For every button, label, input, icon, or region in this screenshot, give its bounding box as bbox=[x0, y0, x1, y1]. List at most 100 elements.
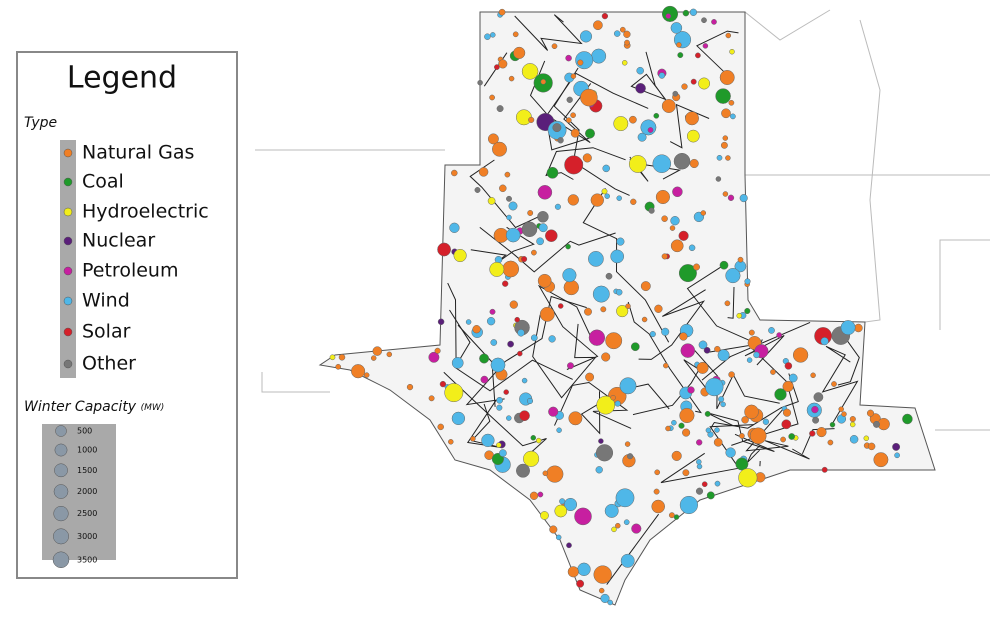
plant-dot bbox=[782, 408, 792, 417]
transmission-line bbox=[686, 263, 754, 343]
plant-dot bbox=[557, 303, 564, 309]
plant-dot bbox=[506, 415, 512, 421]
plant-dot bbox=[768, 327, 775, 334]
plant-dot bbox=[661, 5, 679, 22]
plant-dot bbox=[570, 73, 577, 79]
plant-dot bbox=[604, 503, 619, 518]
transmission-line bbox=[727, 286, 735, 319]
plant-dot bbox=[654, 304, 663, 313]
plant-dot bbox=[620, 553, 635, 568]
plant-dot bbox=[636, 66, 644, 75]
plant-dot bbox=[474, 187, 481, 193]
plant-dot bbox=[590, 193, 604, 207]
plant-dot bbox=[696, 439, 703, 446]
transmission-line bbox=[627, 301, 702, 414]
plant-dot bbox=[559, 498, 566, 505]
plant-dot bbox=[496, 442, 502, 448]
plant-dot bbox=[614, 400, 621, 407]
plant-dot bbox=[695, 52, 701, 59]
plant-dot bbox=[671, 419, 677, 426]
plant-dot bbox=[565, 54, 572, 62]
plant-dot bbox=[470, 436, 476, 442]
plant-dot bbox=[605, 272, 613, 280]
plant-dot bbox=[601, 352, 611, 362]
plant-dot bbox=[663, 362, 669, 369]
transmission-line bbox=[529, 60, 592, 144]
plant-dot bbox=[902, 413, 913, 425]
plant-dot bbox=[538, 223, 548, 233]
plant-dot bbox=[722, 191, 729, 197]
plant-dot bbox=[514, 316, 520, 323]
plant-dot bbox=[725, 268, 741, 284]
plant-dot bbox=[749, 427, 767, 445]
plant-dot bbox=[671, 450, 682, 461]
type-swatch bbox=[63, 266, 73, 276]
plant-dot bbox=[653, 488, 660, 495]
plant-dot bbox=[776, 332, 783, 338]
plant-dot bbox=[713, 437, 723, 447]
plant-dot bbox=[762, 418, 770, 425]
plant-dot bbox=[623, 519, 630, 526]
plant-dot bbox=[695, 487, 704, 495]
plant-dot bbox=[487, 197, 496, 205]
plant-dot bbox=[523, 450, 540, 467]
transmission-lines bbox=[443, 14, 860, 585]
transmission-line bbox=[443, 371, 547, 460]
plant-dot bbox=[502, 260, 520, 278]
plant-dot bbox=[672, 90, 679, 97]
plant-dot bbox=[428, 395, 435, 402]
type-swatch bbox=[63, 327, 73, 337]
transmission-line bbox=[696, 30, 739, 75]
plant-dot bbox=[448, 439, 454, 445]
plant-dot bbox=[556, 427, 562, 433]
size-list: 500 1000 1500 2000 2500 3000 3500 bbox=[52, 425, 97, 569]
plant-dot bbox=[565, 117, 572, 124]
plant-dot bbox=[653, 112, 660, 119]
type-swatch bbox=[63, 236, 73, 246]
plant-dot bbox=[739, 433, 745, 439]
size-label: 2500 bbox=[77, 509, 97, 518]
plant-dot bbox=[545, 229, 558, 242]
plant-dot bbox=[437, 318, 445, 326]
transmission-line bbox=[449, 309, 573, 392]
plant-dot bbox=[499, 184, 507, 193]
plant-dot bbox=[744, 404, 759, 420]
plant-dot bbox=[537, 185, 553, 200]
plant-dot bbox=[329, 354, 336, 361]
plant-dot bbox=[591, 48, 607, 64]
plant-dot bbox=[548, 335, 556, 343]
plant-dot bbox=[651, 499, 665, 514]
plant-dot bbox=[554, 203, 561, 210]
size-label: 2000 bbox=[77, 487, 97, 496]
plant-dot bbox=[670, 22, 683, 34]
plant-dot bbox=[570, 128, 580, 138]
plant-dot bbox=[711, 19, 717, 25]
plant-dot bbox=[696, 459, 702, 465]
plant-dot bbox=[715, 176, 722, 182]
plant-dot bbox=[894, 452, 900, 459]
plant-dot bbox=[655, 189, 670, 205]
plant-dot bbox=[592, 285, 610, 303]
plant-dot bbox=[701, 481, 708, 488]
plant-dot bbox=[809, 430, 816, 437]
plant-dot bbox=[640, 119, 657, 136]
plant-dot bbox=[774, 388, 787, 401]
plant-dot bbox=[521, 63, 539, 80]
plant-dot bbox=[507, 340, 514, 348]
plant-dot bbox=[782, 380, 794, 392]
plant-dot bbox=[714, 427, 720, 433]
plant-dot bbox=[702, 43, 709, 49]
size-swatch bbox=[52, 551, 70, 569]
plant-dot bbox=[489, 94, 495, 101]
plant-dot bbox=[631, 523, 642, 534]
plant-dot bbox=[508, 201, 518, 211]
plant-dot bbox=[698, 77, 711, 90]
plant-dot bbox=[792, 347, 809, 363]
plant-dot bbox=[557, 137, 564, 144]
plant-dot bbox=[700, 210, 707, 216]
plant-dot bbox=[526, 397, 534, 405]
plant-dot bbox=[720, 401, 726, 408]
size-label: 1500 bbox=[77, 466, 97, 475]
plant-dot bbox=[598, 587, 605, 594]
plant-dot bbox=[492, 141, 507, 157]
